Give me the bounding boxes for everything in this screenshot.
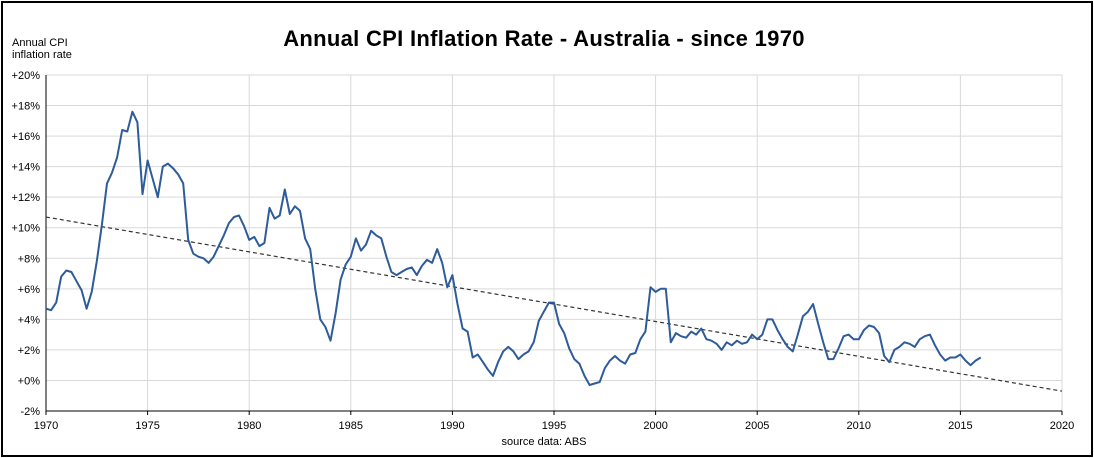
y-tick-label: -2% [20, 406, 40, 418]
trend-line [45, 216, 1063, 392]
x-tick-label: 1995 [542, 420, 566, 432]
x-tick-label: 1985 [339, 420, 363, 432]
x-tick-label: 1975 [135, 420, 159, 432]
x-tick-label: 2010 [847, 420, 871, 432]
x-tick-label: 2000 [643, 420, 667, 432]
y-tick-label: +10% [12, 223, 41, 235]
y-tick-label: +16% [12, 131, 41, 143]
x-tick-label: 2020 [1050, 420, 1074, 432]
y-axis-ticks: -2% +0% +2% +4% +6% +8% +10% +12% +14% +16% +18% +2… [12, 70, 41, 418]
y-tick-label: +18% [12, 101, 41, 113]
x-tick-label: 1970 [34, 420, 58, 432]
x-tick-label: 2005 [745, 420, 769, 432]
y-tick-label: +8% [18, 253, 41, 265]
y-tick-label: +20% [12, 70, 41, 82]
y-axis-label-line-2: inflation rate [12, 49, 72, 61]
source-note: source data: ABS [501, 436, 587, 448]
y-tick-label: +2% [18, 345, 41, 357]
y-axis-label: Annual CPI inflation rate [12, 37, 72, 61]
x-tick-label: 1990 [440, 420, 464, 432]
trend-line-group [45, 216, 1063, 392]
y-tick-label: +4% [18, 314, 41, 326]
y-tick-label: +6% [18, 284, 41, 296]
y-tick-label: +14% [12, 162, 41, 174]
series-line-cpi [45, 110, 982, 386]
y-axis-label-line-1: Annual CPI [12, 37, 68, 49]
y-tick-label: +12% [12, 192, 41, 204]
x-tick-label: 2015 [948, 420, 972, 432]
x-axis-ticks: 1970 1975 1980 1985 1990 1995 2000 2005 2010 2015… [34, 411, 1074, 432]
chart-title: Annual CPI Inflation Rate - Australia - … [283, 26, 805, 51]
x-tick-label: 1980 [237, 420, 261, 432]
y-tick-label: +0% [18, 375, 41, 387]
series-group [45, 110, 982, 386]
